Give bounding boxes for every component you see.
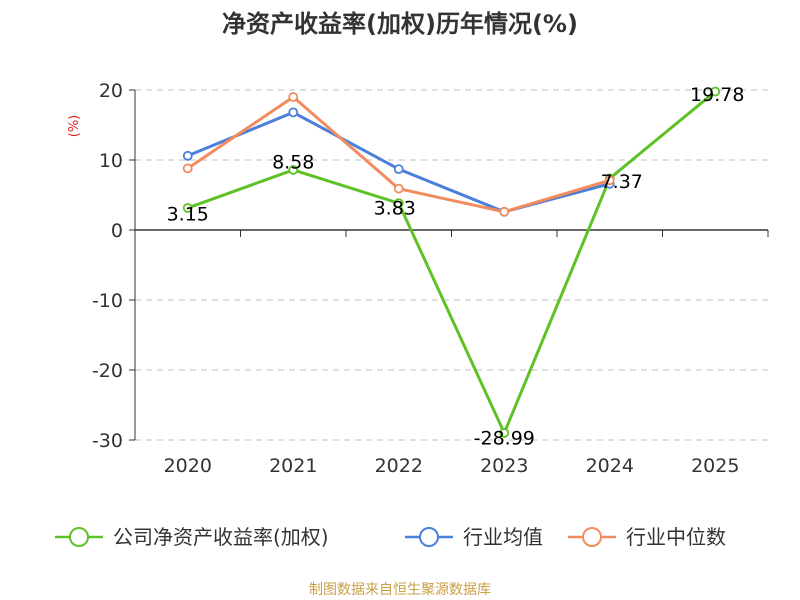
chart-title: 净资产收益率(加权)历年情况(%) [222,10,578,38]
y-tick-label: 0 [111,220,123,242]
data-point[interactable] [288,107,299,118]
y-tick-label: -20 [92,360,123,382]
legend-item[interactable]: 公司净资产收益率(加权) [113,525,329,549]
data-point[interactable] [288,165,299,175]
data-point[interactable] [604,175,615,186]
legend-swatch-marker [419,527,439,547]
data-point[interactable] [182,203,193,213]
legend-swatch-marker [69,527,89,547]
data-point[interactable] [710,86,721,97]
data-label: 7.37 [601,171,643,193]
source-note: 制图数据来自恒生聚源数据库 [309,582,491,598]
axes: 20 10 0 -10 -20 -30 2020 2021 2022 2023 2024 2025 [92,80,769,477]
data-label: 19.78 [690,84,744,106]
data-label: 3.15 [167,203,209,225]
x-tick-label: 2022 [375,455,423,477]
data-point[interactable] [499,206,510,217]
data-label: 8.58 [272,151,314,173]
x-tick-label: 2021 [269,455,317,477]
y-tick-label: 10 [99,150,123,172]
data-label: -28.99 [474,427,535,449]
y-tick-label: -10 [92,290,123,312]
data-point[interactable] [499,428,510,438]
y-axis-label: (%) [67,115,82,138]
x-tick-label: 2020 [164,455,212,477]
series-line-2 [186,95,611,214]
x-tick-label: 2023 [480,455,528,477]
y-tick-label: -30 [92,430,123,452]
data-point[interactable] [393,183,404,194]
x-tick-label: 2024 [586,455,634,477]
legend-swatch-marker [582,527,602,547]
data-label: 3.83 [374,198,416,220]
data-point[interactable] [393,164,404,175]
legend-item[interactable]: 行业均值 [463,525,543,549]
series-lines [182,86,721,438]
data-point[interactable] [182,150,193,161]
data-point[interactable] [288,92,299,102]
gridlines [135,89,768,441]
legend: 公司净资产收益率(加权) 行业均值 行业中位数 [55,525,726,549]
y-tick-label: 20 [99,80,123,102]
x-tick-label: 2025 [691,455,739,477]
series-line-0 [187,90,717,435]
legend-item[interactable]: 行业中位数 [626,525,726,549]
data-point[interactable] [393,198,404,209]
data-labels: 3.15 8.58 3.83 -28.99 7.37 19.78 [167,84,745,449]
data-point[interactable] [182,163,193,174]
